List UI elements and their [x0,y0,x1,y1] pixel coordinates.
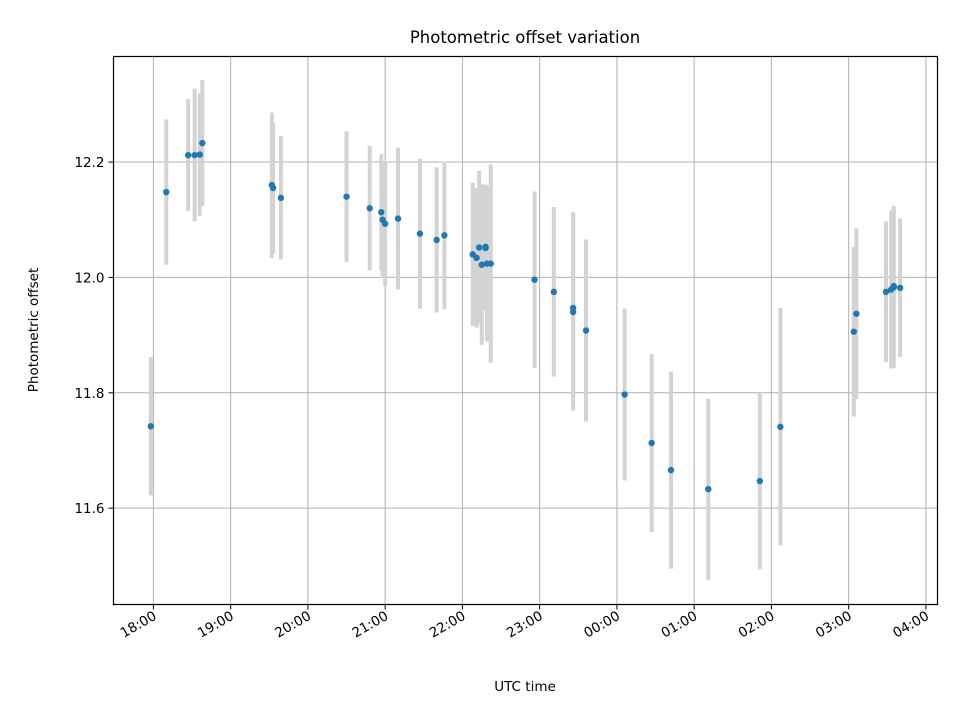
y-axis-label: Photometric offset [26,268,42,392]
data-point [853,310,860,317]
x-axis: 18:00 19:00 20:00 21:00 22:00 23:00 00:00 01:00… [118,604,932,641]
data-point [343,193,350,200]
data-point [199,139,206,147]
data-point [184,151,192,159]
data-point [667,466,675,474]
data-point [648,439,655,447]
x-tick-label: 02:00 [736,608,778,641]
x-tick-label: 19:00 [195,608,237,641]
x-tick-label: 00:00 [581,608,623,641]
data-point [378,209,385,216]
data-point [416,230,424,237]
y-tick-label: 11.6 [74,501,104,517]
data-point [478,261,485,268]
data-point [475,244,483,251]
data-point [777,423,784,431]
data-point [441,232,448,239]
data-point [433,236,440,244]
data-point [531,276,538,283]
plot-frame [112,55,939,606]
data-point [882,288,890,296]
x-tick-label: 04:00 [890,608,932,641]
x-tick-label: 18:00 [118,608,160,641]
data-point [705,485,712,493]
y-tick-label: 12.0 [74,270,104,286]
data-point [482,244,489,252]
y-tick-label: 11.8 [74,386,104,402]
data-point [163,188,170,196]
x-axis-label: UTC time [494,679,556,695]
data-point [277,194,285,202]
data-point [621,391,628,398]
data-point [366,205,373,212]
x-tick-label: 21:00 [349,608,391,641]
data-point [473,254,480,262]
data-points [147,139,904,493]
chart-title: Photometric offset variation [410,28,640,47]
x-tick-label: 23:00 [504,608,546,641]
data-point [381,220,389,227]
data-point [850,328,858,335]
data-point [756,477,764,485]
x-tick-label: 22:00 [427,608,469,641]
data-point [191,151,198,159]
y-axis: 11.6 11.8 12.0 12.2 [74,155,114,517]
error-bars [148,80,903,580]
grid [113,56,938,605]
data-point [394,215,402,222]
x-tick-label: 01:00 [658,608,700,641]
data-point [890,282,897,290]
data-point [582,327,590,334]
data-point [196,151,203,158]
data-point [487,260,494,267]
data-point [269,184,277,192]
x-tick-label: 03:00 [813,608,855,641]
data-point [896,284,904,292]
data-point [147,423,155,430]
y-tick-label: 12.2 [74,155,104,171]
x-tick-label: 20:00 [272,608,314,641]
data-point [550,288,558,296]
data-point [569,308,577,316]
